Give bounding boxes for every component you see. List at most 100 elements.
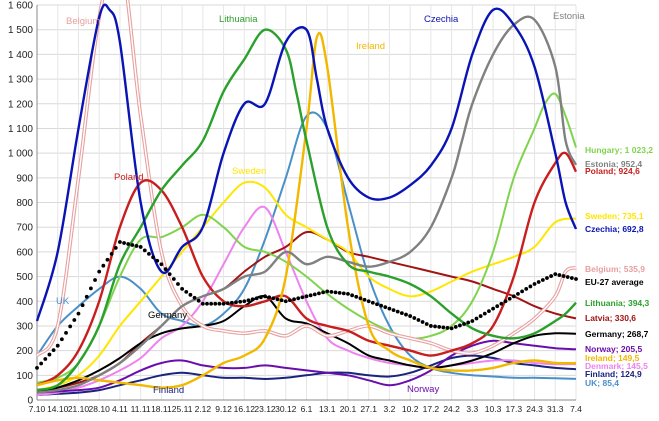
end-label-poland: Poland; 924,6 bbox=[585, 166, 640, 176]
end-label-ireland: Ireland; 149,5 bbox=[585, 353, 640, 363]
y-tick-label: 300 bbox=[16, 321, 33, 332]
x-tick-label: 7.10 bbox=[29, 404, 46, 414]
series-label-czechia: Czechia bbox=[424, 14, 459, 25]
eu-average-point bbox=[453, 325, 458, 329]
eu-average-point bbox=[68, 324, 73, 329]
series-label-norway: Norway bbox=[407, 384, 439, 395]
series-czechia bbox=[35, 3, 578, 322]
series-norway bbox=[36, 339, 577, 394]
eu-average-point bbox=[238, 299, 243, 304]
y-tick-label: 800 bbox=[16, 198, 33, 209]
x-tick-label: 3.2 bbox=[384, 404, 396, 414]
eu-average-point bbox=[184, 289, 189, 294]
eu-average-point bbox=[242, 299, 247, 304]
eu-average-point bbox=[188, 292, 193, 297]
eu-average-point bbox=[151, 255, 155, 260]
x-tick-label: 31.3 bbox=[547, 404, 564, 414]
eu-average-point bbox=[55, 343, 60, 348]
series-label-poland: Poland bbox=[114, 172, 144, 183]
end-label-uk: UK; 85,4 bbox=[585, 378, 619, 388]
eu-average-point bbox=[362, 297, 367, 302]
x-tick-label: 18.11 bbox=[151, 404, 172, 414]
eu-average-point bbox=[337, 290, 342, 295]
eu-average-point bbox=[122, 241, 126, 245]
x-tick-label: 17.2 bbox=[423, 404, 440, 414]
eu-average-point bbox=[528, 284, 533, 289]
eu-average-point bbox=[416, 318, 421, 322]
eu-average-point bbox=[516, 291, 520, 296]
series-label-ireland: Ireland bbox=[356, 41, 385, 52]
eu-average-point bbox=[300, 295, 305, 300]
series-labels: Belgium Lithuania Czechia Estonia Ireland Pol… bbox=[56, 11, 653, 396]
eu-average-point bbox=[478, 314, 483, 318]
eu-average-point bbox=[213, 301, 218, 306]
x-tick-label: 6.1 bbox=[301, 404, 313, 414]
y-tick-label: 1 600 bbox=[8, 1, 33, 12]
x-tick-label: 9.12 bbox=[215, 404, 232, 414]
eu-average-point bbox=[263, 294, 267, 299]
series-uk bbox=[36, 111, 577, 380]
eu-average-point bbox=[549, 274, 554, 278]
series-belgium-inner bbox=[36, 0, 577, 357]
eu-average-point bbox=[557, 273, 562, 277]
eu-average-point bbox=[387, 306, 392, 311]
eu-average-point bbox=[304, 294, 309, 299]
end-label-norway: Norway; 205,5 bbox=[585, 344, 642, 354]
eu-average-point bbox=[279, 298, 284, 303]
x-tick-label: 21.10 bbox=[68, 404, 90, 414]
end-label-eu-27-average: EU-27 average bbox=[585, 277, 644, 287]
series-label-finland: Finland bbox=[153, 385, 184, 396]
eu-average-point bbox=[200, 301, 205, 306]
eu-average-point bbox=[296, 296, 301, 301]
series-label-uk: UK bbox=[56, 296, 70, 307]
eu-average-point bbox=[536, 280, 541, 284]
end-label-sweden: Sweden; 735,1 bbox=[585, 211, 644, 221]
eu-average-point bbox=[93, 278, 97, 282]
eu-average-point bbox=[72, 318, 77, 322]
eu-average-point bbox=[474, 316, 479, 321]
eu-average-point bbox=[209, 301, 214, 306]
series-label-estonia: Estonia bbox=[553, 11, 585, 22]
eu-average-point bbox=[246, 298, 251, 303]
eu-average-point bbox=[399, 311, 404, 315]
eu-average-point bbox=[97, 269, 102, 274]
eu-average-point bbox=[258, 295, 263, 300]
x-tick-label: 13.1 bbox=[319, 404, 336, 414]
series-germany bbox=[36, 294, 577, 394]
eu-average-point bbox=[292, 297, 296, 302]
eu-average-point bbox=[395, 309, 400, 314]
eu-average-point bbox=[420, 320, 425, 324]
eu-average-point bbox=[565, 275, 570, 279]
eu-average-point bbox=[470, 319, 475, 323]
eu-average-point bbox=[366, 299, 371, 304]
eu-average-point bbox=[59, 337, 64, 342]
eu-average-point bbox=[234, 300, 238, 305]
eu-average-point bbox=[329, 289, 334, 294]
eu-average-point bbox=[113, 246, 118, 250]
y-tick-label: 1 500 bbox=[8, 25, 33, 36]
x-tick-label: 16.12 bbox=[234, 404, 256, 414]
eu-average-point bbox=[466, 320, 471, 325]
eu-average-point bbox=[553, 272, 558, 276]
eu-average-point bbox=[462, 322, 466, 326]
eu-average-point bbox=[482, 311, 487, 316]
x-tick-label: 10.3 bbox=[485, 404, 502, 414]
eu-average-point bbox=[433, 324, 437, 329]
eu-average-point bbox=[163, 267, 168, 272]
eu-average-point bbox=[80, 303, 85, 308]
x-tick-label: 27.1 bbox=[360, 404, 377, 414]
x-tick-label: 24.2 bbox=[443, 404, 460, 414]
end-label-germany: Germany; 268,7 bbox=[585, 329, 649, 339]
eu-average-point bbox=[412, 316, 417, 320]
eu-average-point bbox=[118, 240, 122, 244]
eu-average-point bbox=[341, 291, 346, 296]
eu-average-point bbox=[205, 301, 209, 306]
x-tick-label: 20.1 bbox=[340, 404, 357, 414]
eu-average-point bbox=[317, 291, 321, 296]
series-eu-27-average bbox=[35, 240, 578, 370]
eu-average-point bbox=[487, 309, 491, 314]
end-label-lithuania: Lithuania; 394,3 bbox=[585, 298, 650, 308]
eu-average-point bbox=[101, 263, 106, 268]
x-tick-label: 10.2 bbox=[402, 404, 419, 414]
eu-average-point bbox=[545, 276, 549, 280]
